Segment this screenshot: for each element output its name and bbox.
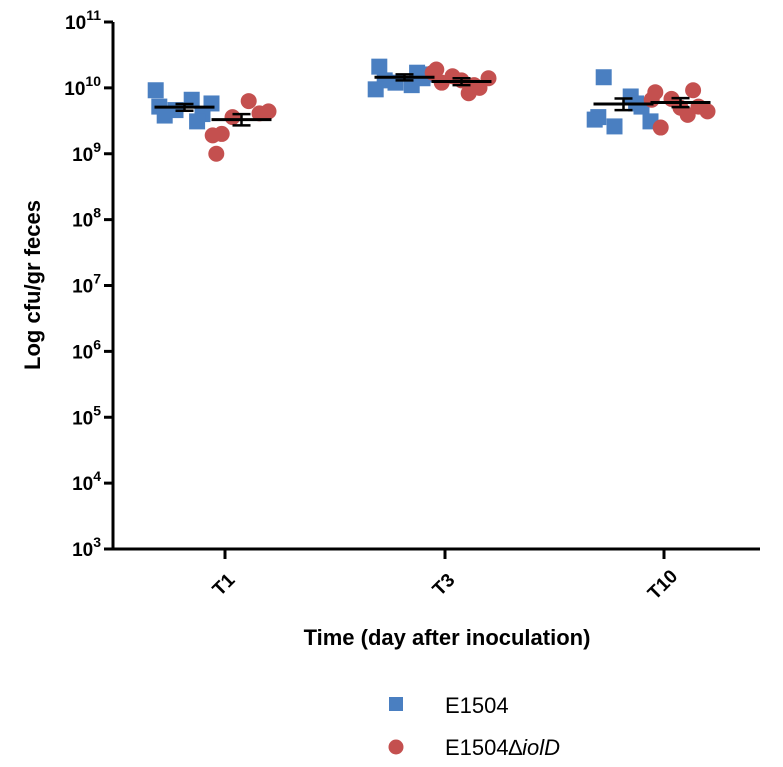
data-point-circle: [240, 93, 257, 110]
data-point-square: [156, 107, 173, 124]
y-tick-base: 10: [72, 342, 93, 363]
y-tick-exponent: 7: [93, 271, 101, 287]
x-tick-label: T1: [209, 570, 240, 601]
y-tick-exponent: 3: [93, 534, 101, 550]
data-point-circle: [652, 119, 669, 136]
data-point-square: [371, 58, 388, 75]
y-tick-exponent: 10: [85, 73, 101, 89]
legend-label-prefix: E1504∆: [445, 735, 523, 760]
y-tick-label: 105: [72, 402, 101, 429]
y-tick-label: 103: [72, 534, 101, 561]
y-tick-base: 10: [65, 13, 86, 34]
legend-label-e1504: E1504: [445, 693, 509, 718]
x-axis-label: Time (day after inoculation): [304, 625, 591, 650]
legend-label-italic: iolD: [522, 735, 560, 760]
data-point-circle: [480, 70, 497, 87]
y-tick-base: 10: [72, 408, 93, 429]
y-tick-exponent: 9: [93, 139, 101, 155]
y-axis-label: Log cfu/gr feces: [20, 200, 45, 370]
y-tick-base: 10: [64, 79, 85, 100]
data-point-square: [189, 113, 206, 130]
x-tick-label: T3: [429, 570, 460, 601]
data-point-circle: [685, 82, 702, 99]
x-tick-label: T10: [644, 566, 682, 604]
y-tick-label: 108: [72, 205, 101, 232]
y-tick-exponent: 6: [93, 336, 101, 352]
y-tick-label: 1010: [64, 73, 101, 100]
y-tick-base: 10: [72, 211, 93, 232]
data-point-square: [586, 111, 603, 128]
y-tick-exponent: 11: [86, 7, 101, 23]
y-tick-label: 1011: [65, 7, 101, 34]
legend-marker-square: [389, 697, 403, 711]
y-tick-label: 106: [72, 336, 101, 363]
y-tick-exponent: 4: [93, 468, 101, 484]
y-tick-base: 10: [72, 277, 93, 298]
y-tick-label: 109: [72, 139, 101, 166]
y-tick-base: 10: [72, 145, 93, 166]
y-tick-exponent: 8: [93, 205, 101, 221]
data-point-circle: [699, 103, 716, 120]
data-point-square: [606, 118, 623, 135]
data-point-circle: [224, 109, 241, 126]
x-axis-ticks: T1 T3 T10: [209, 549, 682, 604]
y-tick-label: 104: [72, 468, 101, 495]
data-point-square: [183, 91, 200, 108]
data-point-circle: [260, 103, 277, 120]
legend-marker-circle: [388, 739, 404, 755]
data-point-circle: [204, 127, 221, 144]
legend: E1504 E1504∆iolD: [388, 693, 560, 760]
y-tick-base: 10: [72, 540, 93, 561]
data-point-circle: [208, 145, 225, 162]
data-point-square: [147, 82, 164, 99]
legend-label-e1504-iold: E1504∆iolD: [445, 735, 560, 760]
data-point-square: [367, 81, 384, 98]
y-tick-exponent: 5: [93, 402, 101, 418]
data-point-square: [203, 95, 220, 112]
y-tick-base: 10: [72, 474, 93, 495]
mean-sem-bars: [154, 73, 711, 127]
y-tick-label: 107: [72, 271, 101, 298]
data-point-square: [595, 69, 612, 86]
